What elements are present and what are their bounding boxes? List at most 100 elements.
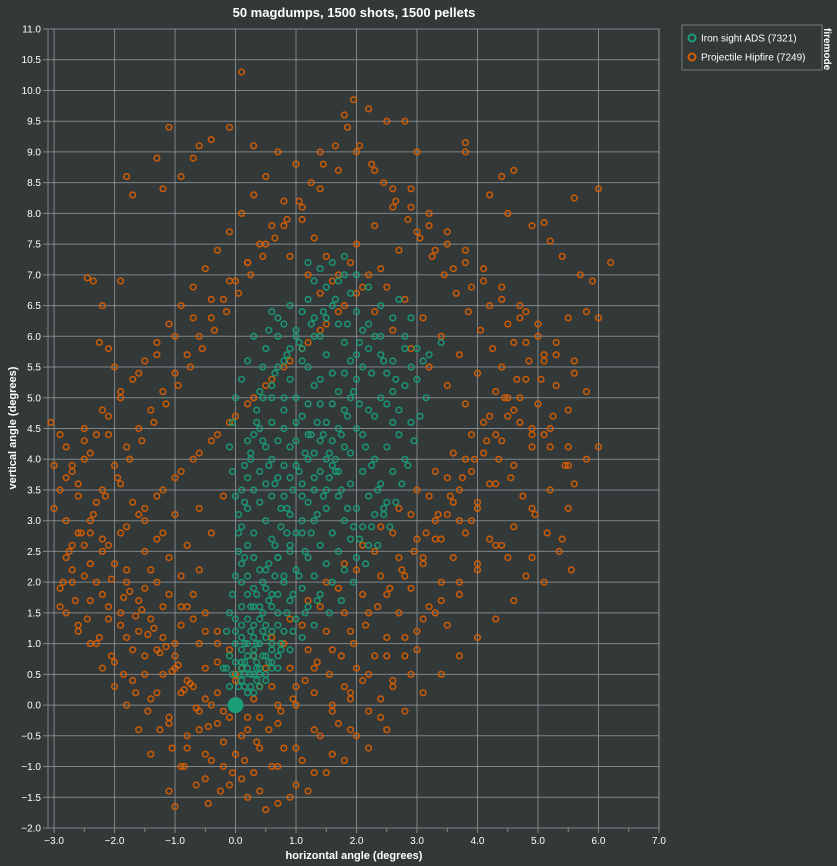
data-point	[377, 713, 385, 722]
data-point	[122, 443, 131, 451]
data-point	[310, 517, 318, 525]
data-point	[365, 320, 373, 328]
data-point	[286, 596, 294, 605]
data-point	[250, 652, 258, 660]
data-point	[265, 658, 273, 666]
data-point	[280, 639, 288, 648]
data-point	[546, 486, 554, 494]
data-point	[473, 498, 482, 506]
data-point	[80, 455, 88, 463]
data-point	[286, 357, 294, 365]
data-point	[135, 510, 143, 519]
data-point	[377, 332, 385, 340]
data-point	[316, 148, 324, 156]
data-point	[213, 246, 221, 254]
data-point	[346, 689, 355, 697]
data-point	[416, 412, 424, 420]
data-point	[510, 166, 518, 174]
data-point	[286, 474, 294, 482]
data-point	[207, 529, 215, 537]
data-point	[534, 332, 542, 340]
data-point	[247, 670, 255, 678]
data-point	[104, 615, 113, 623]
data-point	[292, 418, 300, 427]
data-point	[349, 578, 358, 586]
data-point	[92, 639, 100, 648]
data-point	[241, 756, 249, 765]
data-point	[231, 394, 240, 402]
data-point	[486, 480, 494, 488]
data-point	[365, 271, 373, 279]
data-point	[262, 517, 270, 525]
data-point	[525, 357, 533, 365]
data-point	[516, 302, 524, 310]
data-point	[147, 615, 155, 623]
data-point	[286, 510, 294, 519]
data-point	[449, 449, 457, 457]
data-point	[286, 302, 294, 310]
data-point	[262, 345, 270, 353]
data-point	[250, 394, 258, 402]
data-point	[256, 670, 264, 678]
data-point	[307, 320, 315, 328]
data-point	[534, 320, 542, 328]
data-point	[135, 424, 143, 433]
data-point	[201, 664, 209, 672]
data-point	[416, 234, 424, 242]
y-tick-label: 6.0	[27, 332, 41, 343]
data-point	[316, 732, 324, 740]
data-point	[213, 689, 221, 697]
data-point	[298, 215, 306, 224]
data-point	[337, 431, 346, 439]
data-point	[116, 529, 125, 537]
data-point	[183, 351, 191, 359]
data-point	[274, 590, 282, 599]
data-point	[461, 455, 470, 463]
data-point	[334, 719, 343, 728]
data-points	[47, 68, 615, 814]
data-point	[413, 627, 421, 635]
data-point	[231, 492, 240, 500]
data-point	[219, 295, 227, 304]
data-point	[138, 606, 146, 614]
data-point	[489, 345, 497, 353]
data-point	[280, 406, 288, 414]
data-point	[349, 639, 358, 648]
data-point	[304, 259, 312, 267]
data-point	[298, 308, 306, 316]
data-point	[325, 474, 333, 482]
data-point	[395, 609, 403, 617]
data-point	[259, 652, 267, 660]
data-point	[86, 596, 94, 605]
data-point	[126, 587, 134, 596]
data-point	[144, 630, 152, 639]
data-point	[455, 652, 464, 660]
data-point	[380, 179, 388, 187]
data-point	[153, 578, 161, 586]
data-point	[464, 308, 473, 316]
data-point	[552, 351, 560, 359]
data-point	[241, 658, 249, 666]
data-point	[331, 455, 340, 463]
data-point	[80, 437, 88, 445]
data-point	[337, 652, 346, 660]
data-point	[582, 388, 591, 396]
data-point	[346, 535, 355, 543]
data-point	[365, 707, 373, 715]
data-point	[231, 572, 240, 580]
data-point	[268, 375, 276, 383]
data-point	[213, 639, 221, 648]
data-point	[253, 658, 261, 666]
x-tick-label: 1.0	[289, 836, 303, 847]
data-point	[498, 295, 506, 304]
data-point	[437, 338, 445, 347]
data-point	[68, 461, 76, 470]
data-point	[334, 388, 343, 396]
data-point	[310, 621, 318, 629]
data-point	[467, 517, 476, 525]
data-point	[365, 670, 373, 678]
data-point	[225, 123, 234, 131]
data-point	[401, 332, 409, 340]
data-point	[119, 593, 128, 602]
